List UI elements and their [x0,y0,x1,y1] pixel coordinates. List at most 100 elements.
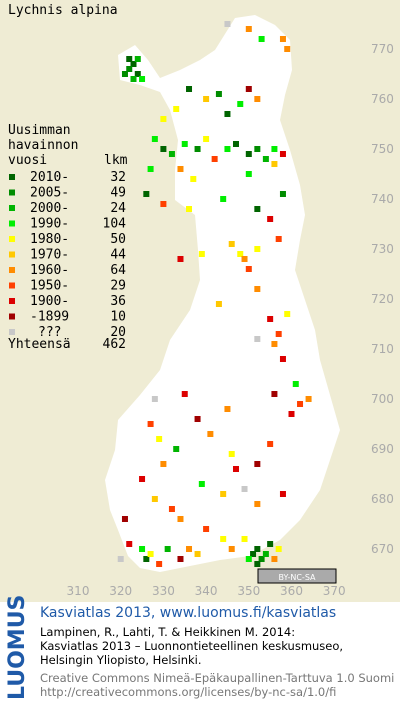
citation-line: Kasviatlas 2013 – Luonnontieteellinen ke… [40,639,343,653]
legend-swatch [9,251,15,258]
occurrence-square [254,286,261,292]
occurrence-square [245,26,252,32]
occurrence-square [271,146,278,152]
occurrence-square [215,301,222,307]
occurrence-square [267,541,274,547]
legend-swatch [9,282,15,289]
occurrence-square [139,76,146,82]
legend-header: Uusimman [8,123,71,138]
occurrence-square [203,526,210,532]
x-tick-label: 360 [280,584,303,598]
occurrence-square [279,191,286,197]
occurrence-square [228,451,235,457]
occurrence-square [130,76,137,82]
occurrence-square [224,406,231,412]
legend-count: 50 [110,232,126,247]
occurrence-square [267,316,274,322]
legend-count: 64 [110,263,126,278]
occurrence-square [279,151,286,157]
y-tick-label: 710 [371,342,394,356]
occurrence-square [254,461,261,467]
occurrence-square [126,56,133,62]
x-tick-label: 370 [323,584,346,598]
occurrence-square [215,91,222,97]
occurrence-square [181,141,188,147]
legend-count: 10 [110,310,126,325]
occurrence-square [267,216,274,222]
occurrence-square [254,546,261,552]
legend-count: 104 [103,217,127,232]
occurrence-square [245,556,252,562]
occurrence-square [258,556,265,562]
legend-count: 29 [110,279,126,294]
legend-header: havainnon [8,138,78,153]
occurrence-square [160,461,167,467]
occurrence-square [254,146,261,152]
occurrence-square [279,356,286,362]
x-tick-label: 340 [195,584,218,598]
legend-swatch [9,174,15,180]
occurrence-square [250,551,257,557]
occurrence-square [241,536,248,542]
legend-label: 1900- [30,294,69,309]
occurrence-square [292,381,299,387]
occurrence-square [198,481,205,487]
occurrence-square [203,136,210,142]
occurrence-square [173,106,180,112]
legend-swatch [9,220,15,227]
license-text: Creative Commons Nimeä-Epäkaupallinen-Ta… [40,671,394,685]
occurrence-square [186,86,193,92]
occurrence-square [279,36,286,42]
occurrence-square [203,96,210,102]
occurrence-square [164,546,171,552]
occurrence-square [211,156,218,162]
occurrence-square [147,166,154,172]
occurrence-square [220,196,227,202]
occurrence-square [160,146,167,152]
citation-line: Lampinen, R., Lahti, T. & Heikkinen M. 2… [40,625,295,639]
occurrence-square [156,561,163,567]
occurrence-square [254,246,261,252]
occurrence-square [147,551,154,557]
occurrence-square [237,101,244,107]
occurrence-square [241,256,248,262]
legend-total-label: Yhteensä [8,337,71,352]
occurrence-square [275,546,282,552]
legend-swatch [9,267,15,273]
legend-total: 462 [103,337,126,352]
occurrence-square [117,556,124,562]
occurrence-square [262,156,269,162]
logo: LUOMUS [5,595,30,700]
occurrence-square [245,171,252,177]
occurrence-square [177,166,184,172]
license-badge: BY-NC-SA [257,568,337,584]
occurrence-square [220,491,227,497]
occurrence-square [224,146,231,152]
legend-label: 1950- [30,279,69,294]
occurrence-square [186,546,193,552]
occurrence-square [279,491,286,497]
legend-label: 2000- [30,201,69,216]
occurrence-square [198,251,205,257]
legend-count: 49 [110,186,126,201]
occurrence-square [228,546,235,552]
occurrence-square [284,311,291,317]
legend-swatch [9,329,15,335]
occurrence-square [151,396,158,402]
occurrence-square [160,116,167,122]
occurrence-square [121,516,128,522]
atlas-link[interactable]: Kasviatlas 2013, www.luomus.fi/kasviatla… [40,605,336,621]
species-title: Lychnis alpina [8,3,118,18]
occurrence-square [232,141,239,147]
legend-label: 2005- [30,186,69,201]
occurrence-square [288,411,295,417]
occurrence-square [151,496,158,502]
occurrence-square [139,546,146,552]
occurrence-square [173,446,180,452]
y-tick-label: 740 [371,192,394,206]
badge-box [257,568,337,584]
license-url[interactable]: http://creativecommons.org/licenses/by-n… [40,685,336,699]
occurrence-square [224,111,231,117]
y-tick-label: 700 [371,392,394,406]
